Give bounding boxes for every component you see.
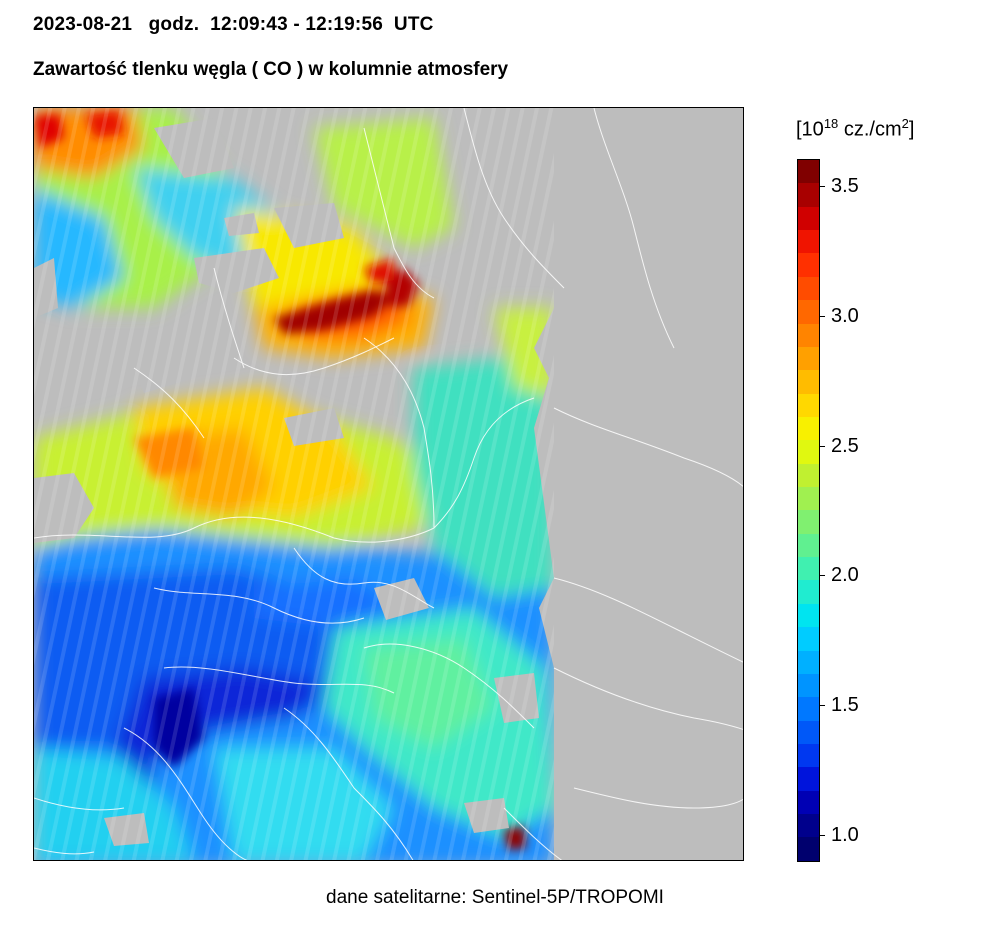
colorbar-segment bbox=[798, 416, 819, 441]
colorbar-segment bbox=[798, 440, 819, 464]
colorbar-segment bbox=[798, 276, 819, 301]
data-source-credit: dane satelitarne: Sentinel-5P/TROPOMI bbox=[326, 887, 664, 908]
colorbar-tick-mark bbox=[820, 835, 825, 837]
colorbar-segment bbox=[798, 300, 819, 324]
colorbar-tick-label: 2.0 bbox=[831, 564, 859, 587]
colorbar-segment bbox=[798, 206, 819, 231]
colorbar-tick-mark bbox=[820, 575, 825, 577]
colorbar-tick-label: 3.0 bbox=[831, 304, 859, 327]
colorbar-tick-mark bbox=[820, 445, 825, 447]
colorbar-tick-label: 1.5 bbox=[831, 694, 859, 717]
colorbar-segment bbox=[798, 743, 819, 768]
colorbar-tick-label: 1.0 bbox=[831, 824, 859, 847]
map-title: Zawartość tlenku węgla ( CO ) w kolumnie… bbox=[33, 59, 509, 80]
colorbar-segment bbox=[798, 837, 819, 861]
colorbar-tick-label: 3.5 bbox=[831, 174, 859, 197]
date-time-header: 2023-08-21 godz. 12:09:43 - 12:19:56 UTC bbox=[33, 14, 434, 35]
border-lines bbox=[34, 108, 743, 860]
colorbar-segment bbox=[798, 720, 819, 744]
colorbar-tick-mark bbox=[820, 705, 825, 707]
colorbar-segment bbox=[798, 487, 819, 511]
colorbar-segment bbox=[798, 697, 819, 721]
colorbar-segment bbox=[798, 814, 819, 838]
colorbar-segment bbox=[798, 253, 819, 277]
colorbar-segment bbox=[798, 533, 819, 558]
colorbar-segment bbox=[798, 230, 819, 254]
colorbar-segment bbox=[798, 346, 819, 371]
swath-stripes bbox=[34, 108, 554, 860]
colorbar-segment bbox=[798, 580, 819, 604]
colorbar-segment bbox=[798, 393, 819, 417]
colorbar-segment bbox=[798, 557, 819, 581]
colorbar-segment bbox=[798, 463, 819, 488]
colorbar-segment bbox=[798, 183, 819, 207]
colorbar-unit-label: [1018 cz./cm2] bbox=[796, 116, 915, 141]
colorbar-segment bbox=[798, 603, 819, 628]
colorbar-segment bbox=[798, 510, 819, 534]
colorbar-segment bbox=[798, 650, 819, 674]
colorbar-segment bbox=[798, 673, 819, 698]
colorbar-segment bbox=[798, 790, 819, 815]
colorbar-segment bbox=[798, 767, 819, 791]
co-column-map bbox=[33, 107, 744, 861]
colorbar-tick-label: 2.5 bbox=[831, 434, 859, 457]
colorbar-segment bbox=[798, 323, 819, 347]
colorbar bbox=[797, 159, 820, 862]
colorbar-segment bbox=[798, 370, 819, 394]
colorbar-tick-mark bbox=[820, 185, 825, 187]
colorbar-segment bbox=[798, 160, 819, 184]
colorbar-segment bbox=[798, 627, 819, 651]
colorbar-tick-mark bbox=[820, 315, 825, 317]
